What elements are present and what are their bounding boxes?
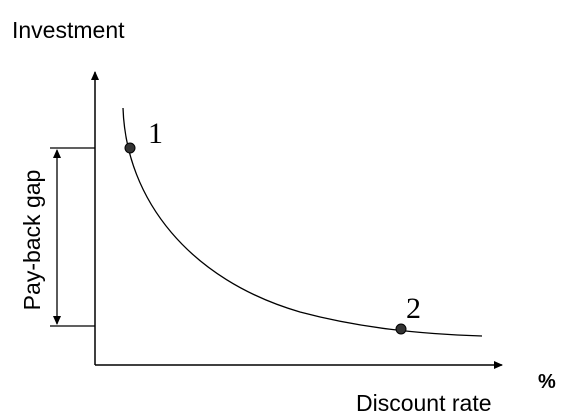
curve [122,107,483,337]
x-axis-label: Discount rate [356,390,492,416]
point-1 [124,142,136,154]
x-axis-unit: % [538,371,556,393]
point-label: 1 [148,117,163,150]
point-label: 2 [406,292,421,325]
y-axis-label: Investment [12,17,125,43]
point-2 [395,323,407,335]
gap-label: Pay-back gap [19,170,45,311]
